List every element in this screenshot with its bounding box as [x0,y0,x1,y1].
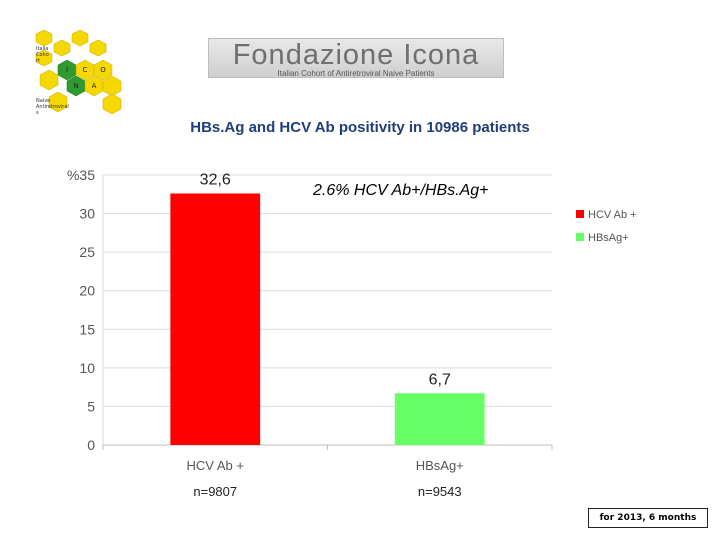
hex-letter-c: C [83,66,88,74]
logo-text-line: Italia [36,46,49,52]
bar-hbsag [394,393,485,445]
x-tick-label: HBsAg+ [416,458,464,473]
hex-letter-a: A [92,82,97,90]
hex-letter-i: I [66,66,68,74]
sample-size-label: n=9543 [418,484,462,499]
hex-letter-o: O [100,66,106,74]
logo-text-line: s [36,110,39,116]
y-tick-label: 0 [87,437,95,453]
hexagon-cluster [35,29,122,115]
legend-label: HBsAg+ [588,232,629,244]
y-tick-label: 5 [87,398,95,414]
data-label: 32,6 [200,172,231,189]
banner-subtitle: Italian Cohort of Antiretroviral Naive P… [277,69,435,78]
banner-title: Fondazione Icona [232,39,480,71]
footnote-box: for 2013, 6 months [588,508,708,528]
y-tick-label: 30 [79,206,95,222]
annotation-text: 2.6% HCV Ab+/HBs.Ag+ [312,182,489,199]
y-tick-label: 20 [79,283,95,299]
legend-label: HCV Ab + [588,209,637,221]
y-tick-label: 25 [79,244,95,260]
hex-letter-n: N [73,82,78,90]
icona-hexagon-logo: I C O N A [35,29,122,115]
fondazione-icona-banner: Fondazione Icona Italian Cohort of Antir… [208,38,504,78]
y-tick-label: 10 [79,360,95,376]
y-tick-label: 35 [79,167,95,183]
logo-text-top: Italia Coho rt [36,46,49,64]
bars [170,193,485,445]
logo-text-bottom: Naive Antiretroviral s [36,98,69,116]
data-label: 6,7 [429,371,451,388]
logo-text-line: Naive [36,98,51,104]
y-axis-label: % [67,167,79,183]
sample-size-label: n=9807 [193,484,237,499]
legend-swatch [576,210,584,218]
logo-text-line: Coho [36,52,49,58]
legend-swatch [576,233,584,241]
legend: HCV Ab + HBsAg+ [576,209,637,244]
page-title: HBs.Ag and HCV Ab positivity in 10986 pa… [190,119,530,136]
logo-text-line: Antiretroviral [36,104,69,110]
y-tick-label: 15 [79,321,95,337]
labels: 32,6 HCV Ab + n=9807 6,7 HBsAg+ n=9543 2.6% HC… [187,172,489,499]
logo-text-line: rt [36,58,41,64]
bar-hcv-ab [170,193,261,445]
x-tick-label: HCV Ab + [187,458,244,473]
